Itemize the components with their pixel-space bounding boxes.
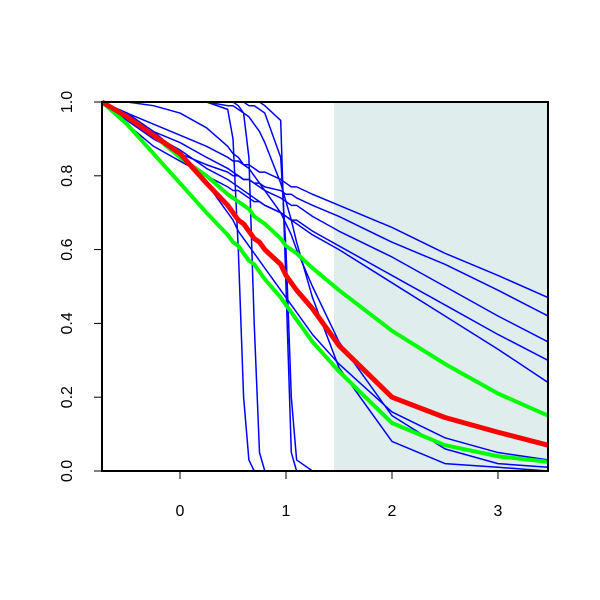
y-tick-label: 0.0: [59, 460, 76, 482]
y-tick-label: 0.2: [59, 386, 76, 408]
x-tick-label: 0: [176, 503, 185, 520]
y-tick-label: 1.0: [59, 91, 76, 113]
curve: [102, 101, 548, 469]
curve: [102, 101, 548, 343]
curve: [102, 101, 548, 299]
x-tick-label: 1: [282, 503, 291, 520]
y-tick-label: 0.4: [59, 312, 76, 334]
y-tick-label: 0.8: [59, 165, 76, 187]
curve: [102, 100, 548, 464]
plot-frame: [101, 101, 549, 472]
curve: [102, 99, 548, 448]
x-tick-label: 2: [388, 503, 397, 520]
x-tick-label: 3: [494, 503, 503, 520]
y-tick-label: 0.6: [59, 238, 76, 260]
